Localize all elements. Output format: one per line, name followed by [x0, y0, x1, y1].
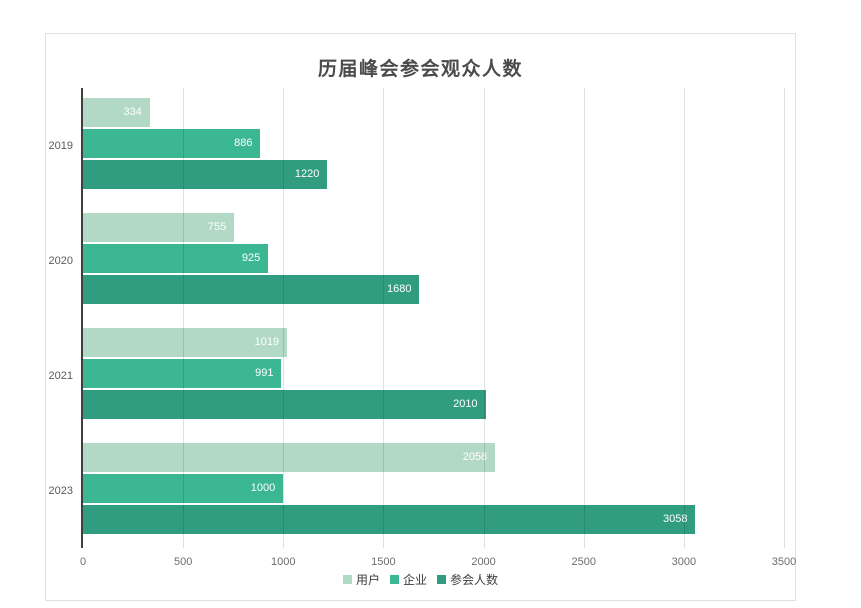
bar[interactable]: 2010	[83, 390, 486, 419]
gridline	[683, 88, 685, 548]
bar-value-label: 2010	[453, 398, 478, 410]
legend-label: 企业	[402, 573, 427, 587]
bar-row: 2010	[83, 390, 784, 419]
gridline	[383, 88, 385, 548]
bar-group: 2023 2058 1000 3058	[49, 433, 784, 548]
bar-row: 334	[83, 98, 784, 127]
bar-row: 1019	[83, 328, 784, 357]
bar[interactable]: 1019	[83, 328, 288, 357]
bar[interactable]: 3058	[83, 505, 696, 534]
legend: 用户 企业 参会人数	[46, 571, 795, 588]
legend-swatch	[342, 575, 352, 584]
bar-row: 1220	[83, 160, 784, 189]
bar-row: 1000	[83, 474, 784, 503]
bar[interactable]: 2058	[83, 443, 496, 472]
bar[interactable]: 1680	[83, 275, 420, 304]
gridline	[283, 88, 285, 548]
bar-value-label: 1680	[386, 283, 412, 295]
bar-row: 991	[83, 359, 784, 388]
y-axis-line	[81, 88, 83, 548]
plot-area: 2019 334 886 1220 2020 755 925 1680 2021 1019 991 2…	[49, 88, 796, 568]
y-axis-label: 2023	[48, 484, 73, 497]
bar-value-label: 755	[207, 221, 227, 233]
x-axis-tick-label: 1000	[271, 556, 296, 568]
gridline	[583, 88, 585, 548]
bar-row: 886	[83, 129, 784, 158]
bar-value-label: 925	[241, 252, 261, 264]
bar-row: 3058	[83, 505, 784, 534]
legend-item[interactable]: 用户	[342, 571, 380, 588]
bar-groups: 2019 334 886 1220 2020 755 925 1680 2021 1019 991 2…	[49, 88, 784, 548]
bar-value-label: 1000	[250, 482, 276, 494]
x-axis: 0 500 1000 1500 2000 2500 3000 3500	[80, 88, 796, 568]
x-axis-tick-label: 2000	[471, 556, 496, 568]
bar-row: 2058	[83, 443, 784, 472]
bar-value-label: 991	[255, 367, 274, 379]
legend-swatch	[437, 575, 446, 584]
chart-title: 历届峰会参会观众人数	[317, 59, 523, 80]
legend-item[interactable]: 企业	[389, 571, 427, 588]
x-axis-tick-label: 0	[79, 556, 87, 568]
bar[interactable]: 755	[83, 213, 235, 242]
chart-card: 历届峰会参会观众人数 2019 334 886 1220 2020 755 925 1680 2…	[45, 33, 796, 601]
y-axis-label: 2021	[48, 369, 73, 382]
bar[interactable]: 1220	[83, 160, 328, 189]
legend-label: 参会人数	[450, 573, 499, 587]
legend-swatch	[389, 575, 399, 584]
bar[interactable]: 334	[83, 98, 150, 127]
bar-value-label: 1019	[254, 336, 280, 348]
bar-value-label: 1220	[294, 168, 320, 180]
bar-row: 1680	[83, 275, 784, 304]
bar[interactable]: 925	[83, 244, 269, 273]
bar[interactable]: 1000	[83, 474, 284, 503]
x-axis-tick-label: 2500	[571, 556, 596, 568]
bar-value-label: 334	[123, 106, 142, 118]
x-axis-tick-label: 1500	[371, 556, 396, 568]
y-axis-label: 2019	[48, 139, 73, 152]
gridline	[183, 88, 185, 548]
bar-value-label: 3058	[662, 513, 688, 525]
bar-group: 2021 1019 991 2010	[49, 318, 784, 433]
gridline	[483, 88, 485, 548]
x-axis-tick-label: 500	[173, 556, 193, 568]
legend-label: 用户	[355, 573, 380, 587]
gridline	[784, 88, 785, 548]
x-axis-tick-label: 3000	[671, 556, 697, 568]
bar-value-label: 886	[234, 137, 253, 149]
y-axis-label: 2020	[48, 254, 73, 267]
bar-group: 2019 334 886 1220	[49, 88, 784, 203]
bar-value-label: 2058	[462, 451, 488, 463]
bar[interactable]: 886	[83, 129, 261, 158]
bar-group: 2020 755 925 1680	[49, 203, 784, 318]
legend-item[interactable]: 参会人数	[437, 571, 498, 588]
bar[interactable]: 991	[83, 359, 282, 388]
bar-row: 755	[83, 213, 784, 242]
bar-row: 925	[83, 244, 784, 273]
x-axis-tick-label: 3500	[771, 556, 797, 568]
